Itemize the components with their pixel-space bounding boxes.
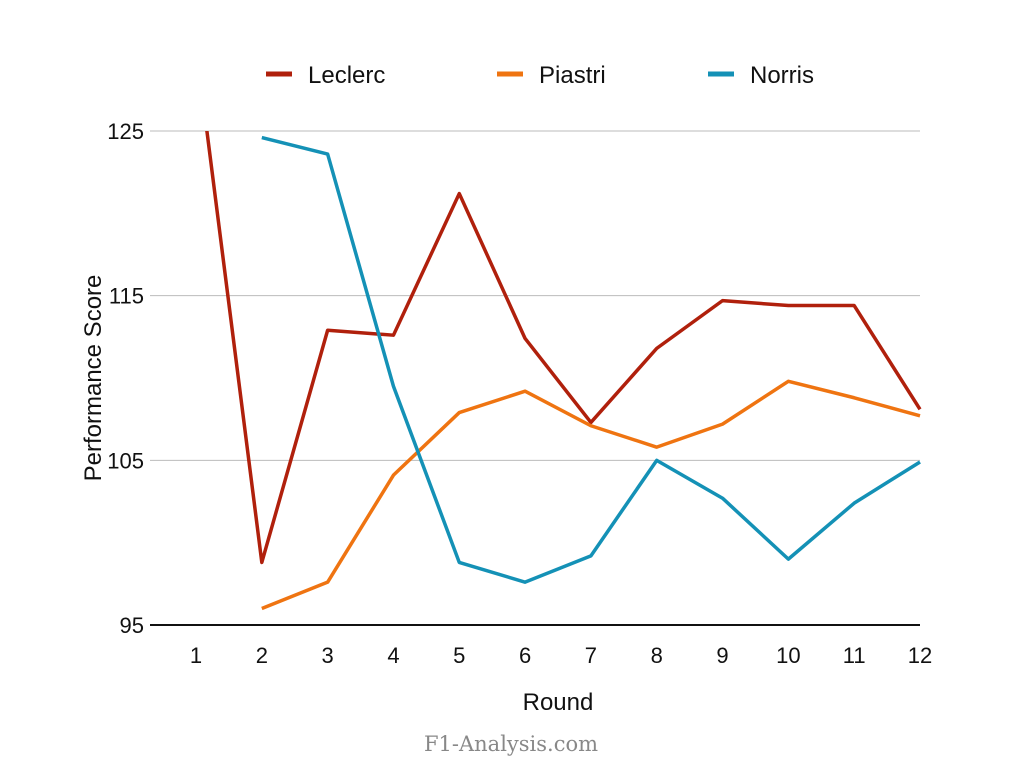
legend-item-piastri: Piastri: [497, 62, 606, 89]
x-tick-label: 7: [585, 643, 597, 668]
series-line-piastri: [261, 379, 921, 611]
series-line-norris: [261, 135, 921, 584]
y-axis-label: Performance Score: [80, 275, 107, 482]
legend-label: Norris: [750, 62, 814, 89]
x-tick-label: 4: [387, 643, 399, 668]
legend-item-leclerc: Leclerc: [266, 62, 385, 89]
series-lines: [205, 131, 922, 611]
x-tick-label: 3: [322, 643, 334, 668]
x-tick-label: 8: [651, 643, 663, 668]
y-tick-label: 105: [107, 448, 144, 473]
x-tick-label: 5: [453, 643, 465, 668]
x-tick-label: 10: [776, 643, 800, 668]
x-tick-label: 12: [908, 643, 932, 668]
x-tick-labels: 1 2 3 4 5 6 7 8 9 10 11 12: [190, 643, 932, 668]
legend: Leclerc Piastri Norris: [266, 62, 814, 89]
watermark: F1-Analysis.com: [424, 732, 598, 756]
y-tick-label: 125: [107, 119, 144, 144]
x-axis-label: Round: [523, 689, 594, 716]
y-tick-labels: 95 105 115 125: [107, 119, 144, 638]
y-tick-label: 115: [109, 284, 144, 309]
legend-label: Piastri: [539, 62, 606, 89]
legend-item-norris: Norris: [708, 62, 814, 89]
x-tick-label: 1: [190, 643, 202, 668]
x-tick-label: 2: [256, 643, 268, 668]
y-tick-label: 95: [120, 613, 144, 638]
x-tick-label: 6: [519, 643, 531, 668]
x-tick-label: 9: [716, 643, 728, 668]
series-line-leclerc: [205, 131, 922, 565]
x-tick-label: 11: [843, 643, 866, 668]
gridlines: [150, 130, 920, 626]
legend-label: Leclerc: [308, 62, 385, 89]
